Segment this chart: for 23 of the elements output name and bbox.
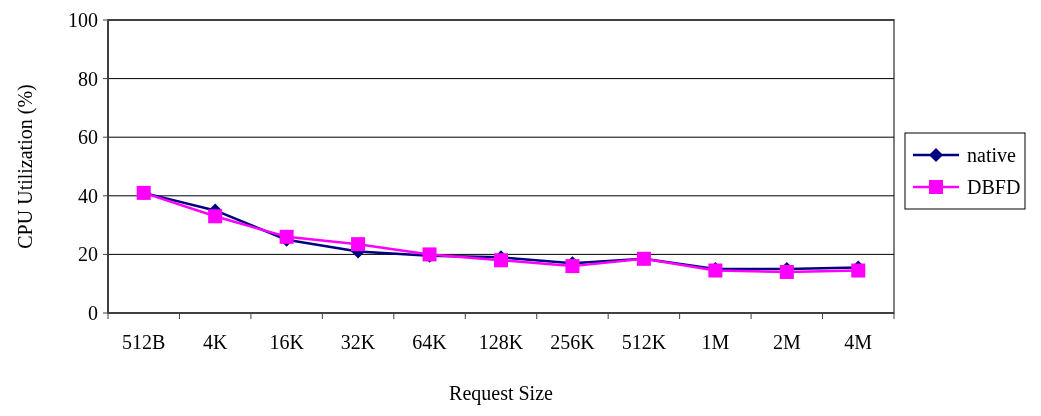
x-tick-label: 1M — [701, 331, 730, 353]
x-tick-label: 4M — [844, 331, 873, 353]
x-tick-label: 32K — [340, 331, 376, 353]
legend-label: native — [967, 144, 1016, 166]
x-tick-label: 4K — [202, 331, 228, 353]
y-axis-title: CPU Utilization (%) — [14, 84, 37, 249]
point — [208, 209, 223, 224]
y-tick-label: 0 — [88, 302, 98, 324]
x-tick-label: 16K — [269, 331, 305, 353]
x-tick-label: 64K — [412, 331, 448, 353]
y-tick-label: 40 — [78, 184, 98, 207]
x-tick-label: 512B — [122, 331, 166, 353]
x-tick-label: 256K — [550, 331, 596, 353]
point — [351, 237, 366, 252]
y-tick-label: 80 — [78, 67, 98, 90]
x-tick-label: 512K — [621, 331, 667, 353]
x-axis-title: Request Size — [449, 382, 554, 405]
legend-label: DBFD — [967, 176, 1021, 198]
y-tick-label: 20 — [78, 243, 98, 266]
y-tick-label: 100 — [68, 9, 98, 31]
y-tick-label: 60 — [78, 126, 98, 149]
x-tick-label: 2M — [772, 331, 801, 353]
x-tick-label: 128K — [478, 331, 524, 353]
